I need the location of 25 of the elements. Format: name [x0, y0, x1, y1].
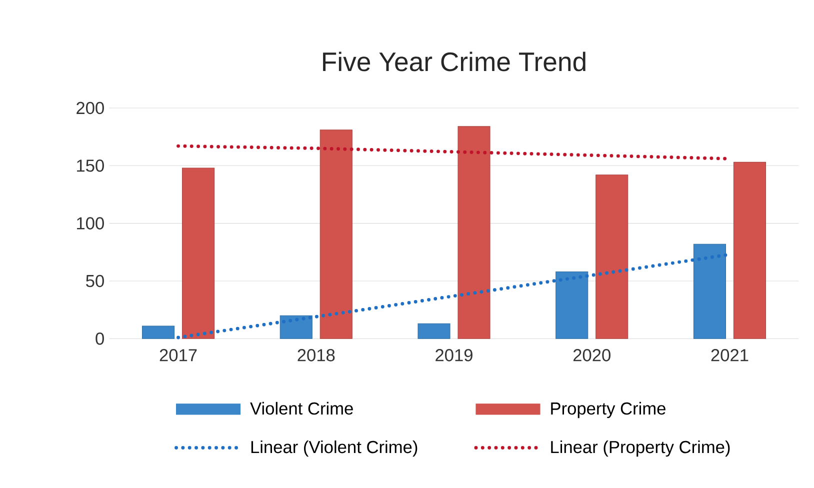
legend-label: Linear (Violent Crime) — [251, 440, 418, 457]
x-tick-label: 2017 — [160, 349, 197, 362]
bar — [182, 168, 215, 339]
y-tick-label: 50 — [86, 274, 104, 288]
x-tick-label: 2020 — [573, 349, 610, 362]
bar — [733, 162, 766, 339]
legend-label: Violent Crime — [250, 402, 353, 415]
bar — [458, 126, 490, 339]
bar — [596, 174, 628, 339]
legend-label: Property Crime — [551, 402, 666, 418]
bar — [280, 315, 312, 339]
x-tick-label: 2018 — [298, 349, 335, 362]
y-tick-label: 0 — [96, 332, 104, 345]
legend-label: Linear (Property Crime) — [551, 440, 730, 457]
x-tick-label: 2019 — [436, 349, 472, 362]
bar — [556, 271, 588, 339]
y-tick-label: 200 — [76, 102, 104, 114]
bar — [142, 326, 175, 339]
y-tick-label: 100 — [77, 217, 104, 230]
bar — [693, 244, 726, 339]
x-tick-label: 2021 — [711, 349, 748, 362]
y-tick-label: 150 — [77, 160, 104, 172]
chart-title: Five Year Crime Trend — [323, 52, 586, 72]
bar — [320, 130, 352, 339]
bar — [418, 323, 450, 339]
